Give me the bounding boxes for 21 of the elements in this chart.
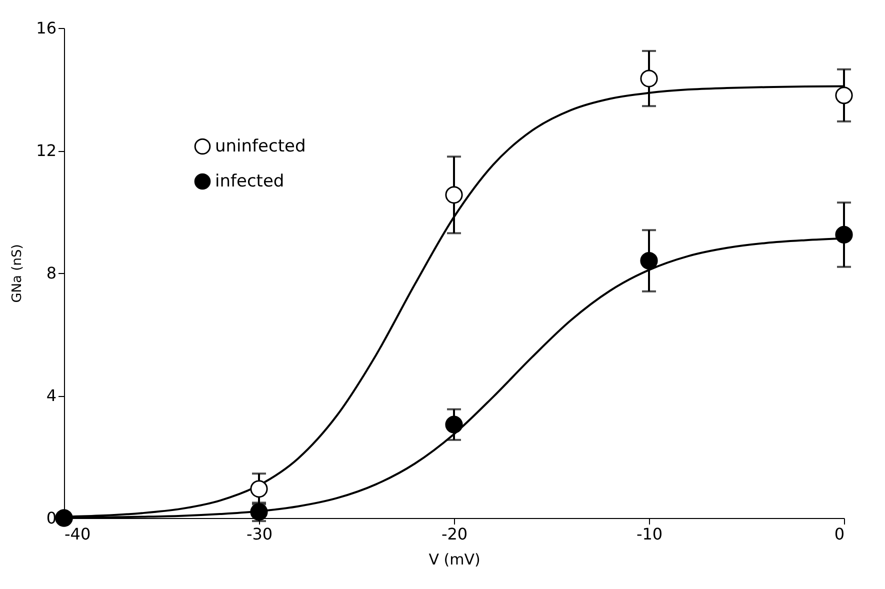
legend-label: infected (215, 172, 284, 192)
point (640, 70, 658, 88)
point (640, 252, 658, 270)
point (835, 86, 853, 104)
point (445, 186, 463, 204)
x-tick-label: 0 (834, 524, 844, 544)
y-axis-title: GNa (nS) (10, 244, 26, 303)
x-tick-label: -20 (441, 524, 468, 544)
y-tick-label: 4 (46, 386, 56, 405)
x-tick-label: -40 (64, 524, 91, 544)
point (250, 480, 268, 498)
point (835, 226, 853, 244)
y-tick-label: 16 (36, 18, 56, 38)
y-tick-label: 12 (36, 141, 56, 160)
x-tick-label: -30 (246, 524, 273, 544)
x-tick-label: -10 (636, 524, 663, 544)
y-tick-label: 0 (46, 508, 56, 528)
point (445, 416, 463, 434)
legend-label: uninfected (215, 136, 306, 156)
x-axis-title: V (mV) (428, 550, 480, 568)
y-tick-label: 8 (46, 264, 56, 282)
